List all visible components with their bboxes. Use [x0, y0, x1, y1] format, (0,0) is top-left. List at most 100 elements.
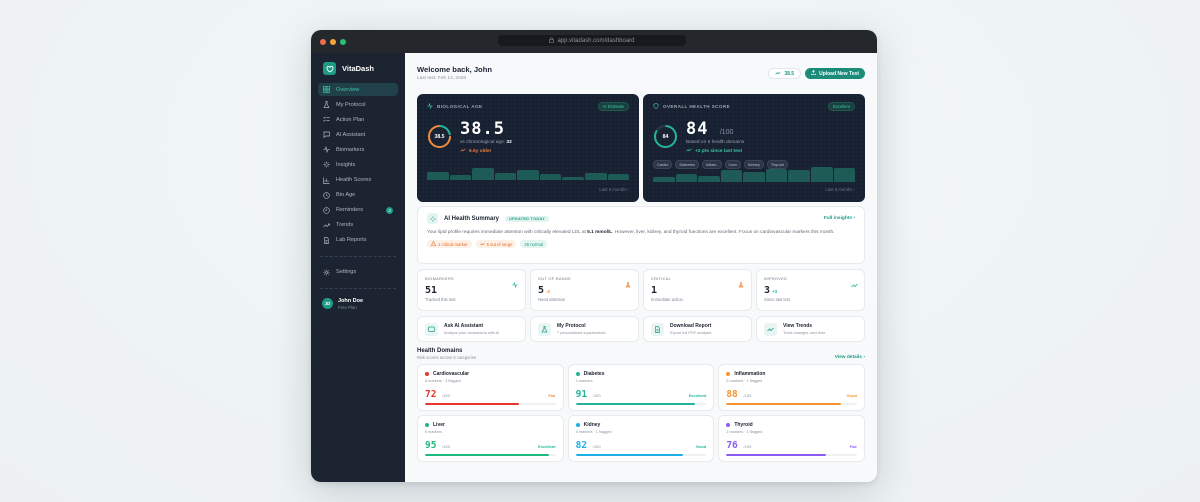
- sidebar-item-health-scores[interactable]: Health Scores: [318, 174, 398, 187]
- user-name: John Doe: [338, 297, 364, 304]
- critical-marker-chip[interactable]: 1 critical marker: [427, 240, 472, 248]
- minimize-window-button[interactable]: [330, 38, 336, 45]
- last-6-months-link[interactable]: Last 6 months ›: [599, 187, 629, 192]
- sidebar-item-overview[interactable]: Overview: [318, 83, 398, 96]
- gear-icon: [323, 269, 330, 276]
- bar-chart-icon: [323, 177, 330, 184]
- domain-tag[interactable]: Inflam.: [701, 160, 722, 169]
- page-header: Welcome back, John Last test: Feb 12, 20…: [417, 65, 865, 93]
- sidebar-item-settings[interactable]: Settings: [318, 266, 398, 279]
- history-bar: [653, 177, 675, 182]
- heart-logo-icon: [323, 62, 336, 75]
- brand[interactable]: VitaDash: [318, 61, 398, 76]
- history-bar: [607, 173, 630, 180]
- last-test-date: Last test: Feb 12, 2026: [417, 76, 467, 81]
- normal-markers-chip[interactable]: 45 normal: [520, 240, 548, 248]
- status-dot-icon: [575, 372, 580, 376]
- domain-status: Excellent: [688, 393, 707, 398]
- sidebar-item-insights[interactable]: Insights: [318, 158, 398, 171]
- out-of-range-chip[interactable]: 5 out of range: [475, 240, 517, 248]
- based-on-text: Based on 6 health domains: [686, 140, 745, 145]
- ask-ai-assistant-button[interactable]: Ask AI Assistant Analyze your biomarkers …: [417, 316, 526, 342]
- action-sub: Export full PDF analysis: [670, 330, 712, 335]
- chat-icon: [323, 131, 330, 139]
- biological-age-card[interactable]: BIOLOGICAL AGE AI Estimate 38.5 38.5: [417, 94, 639, 202]
- stat-biomarkers[interactable]: BIOMARKERS 51 Tracked this test: [417, 269, 526, 311]
- stat-sub: Immediate action: [651, 297, 683, 302]
- alarm-icon: [323, 207, 330, 214]
- history-bar: [494, 173, 517, 180]
- domain-tag[interactable]: Cardio: [653, 160, 673, 169]
- domain-card-diabetes[interactable]: Diabetes 4 markers 91 /100 Excellent: [567, 364, 715, 411]
- domain-tag[interactable]: Liver: [724, 160, 741, 169]
- maximize-window-button[interactable]: [340, 38, 346, 45]
- action-title: View Trends: [783, 323, 813, 329]
- checklist-icon: [323, 116, 330, 123]
- view-details-link[interactable]: View details ›: [834, 355, 865, 360]
- stat-out-of-range[interactable]: OUT OF RANGE 5 -2 Need attention: [530, 269, 639, 311]
- lock-icon: [549, 36, 555, 45]
- stat-sub: Tracked this test: [425, 297, 456, 302]
- sidebar-item-lab-reports[interactable]: Lab Reports: [318, 234, 398, 247]
- domain-card-liver[interactable]: Liver 6 markers 95 /100 Excellent: [417, 415, 564, 462]
- sidebar-item-label: Bio Age: [336, 192, 356, 199]
- domain-card-kidney[interactable]: Kidney 5 markers · 1 flagged 82 /100 Goo…: [567, 415, 715, 462]
- view-trends-button[interactable]: View Trends Track changes over time: [756, 316, 865, 342]
- domain-progress-bar: [425, 454, 556, 456]
- sidebar-item-label: Biomarkers: [336, 146, 365, 153]
- overall-health-score-card[interactable]: OVERALL HEALTH SCORE Excellent 84 84 /10…: [643, 94, 865, 202]
- user-profile[interactable]: JD John Doe Free Plan: [318, 298, 398, 310]
- my-protocol-button[interactable]: My Protocol 7 personalized supplements: [530, 316, 639, 342]
- sidebar-item-action-plan[interactable]: Action Plan: [318, 113, 398, 126]
- domain-tag[interactable]: Diabetes: [675, 160, 699, 169]
- close-window-button[interactable]: [320, 38, 326, 45]
- domain-card-inflammation[interactable]: Inflammation 5 markers · 1 flagged 88 /1…: [718, 364, 865, 411]
- flask-icon: [738, 275, 744, 288]
- sidebar-item-label: Settings: [336, 269, 357, 276]
- domain-card-thyroid[interactable]: Thyroid 2 markers · 1 flagged 76 /100 Fa…: [718, 415, 865, 462]
- history-bar: [743, 172, 765, 182]
- sidebar-item-label: AI Assistant: [336, 131, 366, 138]
- warning-icon: [430, 240, 437, 247]
- pulse-icon: [427, 102, 433, 110]
- health-score-delta: +2 pts since last test: [686, 148, 744, 154]
- main-content: Welcome back, John Last test: Feb 12, 20…: [405, 53, 877, 482]
- domain-meta: 6 markers: [425, 430, 442, 434]
- status-dot-icon: [726, 372, 731, 376]
- last-6-months-link[interactable]: Last 6 months ›: [825, 187, 855, 192]
- domain-score: 95 /100: [425, 440, 450, 451]
- domain-tag[interactable]: Thyroid: [766, 160, 788, 169]
- sidebar-item-label: Health Scores: [336, 177, 372, 184]
- domain-score: 82 /100: [575, 440, 601, 451]
- sidebar-item-trends[interactable]: Trends: [318, 219, 398, 232]
- full-insights-link[interactable]: Full insights ›: [823, 216, 855, 221]
- bio-age-ring-gauge: 38.5: [427, 124, 452, 149]
- sidebar-item-biomarkers[interactable]: Biomarkers: [318, 143, 398, 156]
- sidebar-item-label: Lab Reports: [336, 237, 367, 244]
- sidebar-item-reminders[interactable]: Reminders 3: [318, 204, 398, 217]
- grid-icon: [323, 86, 330, 93]
- sidebar-item-ai-assistant[interactable]: AI Assistant: [318, 128, 398, 141]
- bio-age-pill-button[interactable]: 38.5: [768, 68, 802, 79]
- stat-label: IMPROVED: [764, 276, 788, 281]
- sidebar-item-my-protocol[interactable]: My Protocol: [318, 98, 398, 111]
- domain-tag[interactable]: Kidney: [743, 160, 764, 169]
- sidebar-item-bio-age[interactable]: Bio Age: [318, 189, 398, 202]
- sidebar-divider: [320, 255, 396, 257]
- document-icon: [651, 322, 664, 336]
- upload-new-test-button[interactable]: Upload New Test: [805, 68, 865, 79]
- domain-meta: 4 markers: [575, 379, 593, 383]
- stat-critical[interactable]: CRITICAL 1 Immediate action: [643, 269, 752, 311]
- bio-age-history-bars: [427, 166, 630, 180]
- stat-improved[interactable]: IMPROVED 3 +3 Since last test: [756, 269, 865, 311]
- url-text: app.vitadash.com/dashboard: [557, 37, 635, 44]
- address-bar[interactable]: app.vitadash.com/dashboard: [498, 35, 686, 46]
- history-bar: [675, 174, 698, 182]
- domain-name: Diabetes: [583, 371, 605, 377]
- domain-card-cardiovascular[interactable]: Cardiovascular 8 markers · 3 flagged 72 …: [417, 364, 564, 411]
- action-title: Download Report: [670, 323, 712, 329]
- bio-age-value: 38.5: [460, 119, 505, 139]
- stat-label: OUT OF RANGE: [538, 276, 572, 281]
- bio-age-delta: 6.5y older: [460, 148, 512, 154]
- download-report-button[interactable]: Download Report Export full PDF analysis: [643, 316, 752, 342]
